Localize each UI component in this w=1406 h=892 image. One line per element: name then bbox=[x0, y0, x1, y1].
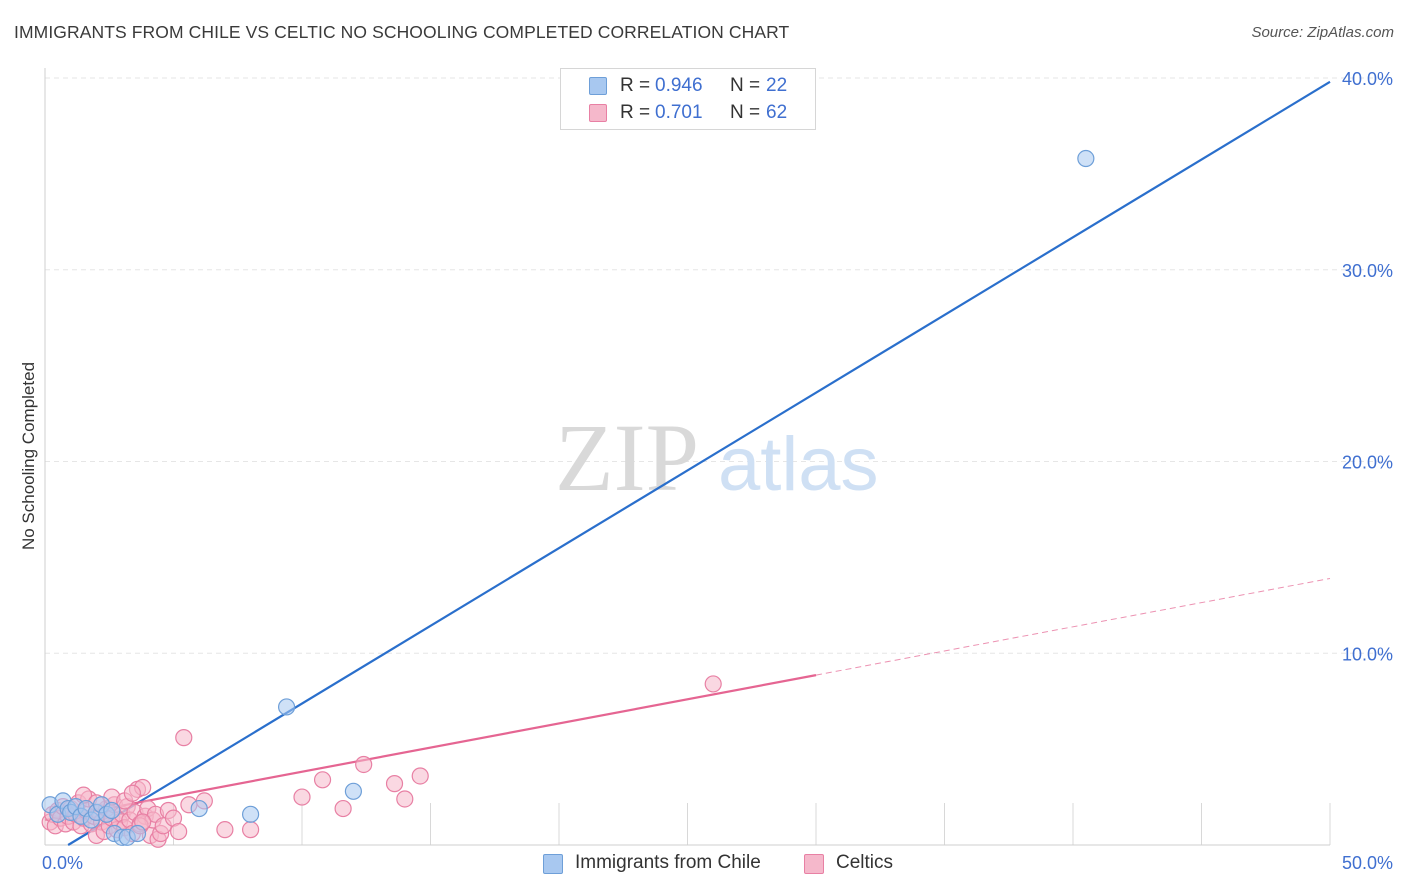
point-celtics bbox=[385, 775, 404, 793]
point-chile bbox=[242, 805, 260, 823]
point-celtics bbox=[293, 788, 311, 806]
point-celtics bbox=[216, 821, 234, 839]
point-celtics bbox=[334, 799, 352, 818]
axes bbox=[44, 68, 1330, 846]
legend-r-label: R = bbox=[620, 102, 651, 123]
point-celtics bbox=[175, 729, 193, 747]
point-celtics bbox=[355, 755, 373, 774]
grid-lines bbox=[44, 77, 1390, 845]
trend-line-dashed bbox=[815, 577, 1331, 676]
x-tick-label-start: 0.0% bbox=[42, 853, 83, 873]
legend-n-label: N = bbox=[730, 102, 761, 123]
point-celtics bbox=[411, 767, 429, 785]
legend-r-value: 0.701 bbox=[655, 102, 703, 123]
point-chile bbox=[344, 782, 362, 800]
tick-labels: 10.0% 20.0% 30.0% 40.0% 0.0% 50.0% bbox=[42, 69, 1393, 873]
y-tick-label: 40.0% bbox=[1342, 69, 1393, 89]
trend-lines bbox=[44, 80, 1331, 846]
x-tick-label-end: 50.0% bbox=[1342, 853, 1393, 873]
legend-row-chile: R = 0.946 N = 22 bbox=[561, 73, 815, 101]
y-tick-label: 30.0% bbox=[1342, 261, 1393, 281]
legend-swatch-blue bbox=[589, 77, 607, 95]
data-points bbox=[41, 149, 1095, 848]
source-credit: Source: ZipAtlas.com bbox=[1251, 24, 1394, 41]
point-chile bbox=[190, 799, 208, 818]
series-swatch-pink bbox=[804, 854, 824, 874]
point-celtics bbox=[313, 771, 332, 789]
y-tick-label: 20.0% bbox=[1342, 453, 1393, 473]
point-chile bbox=[1077, 149, 1095, 168]
point-celtics bbox=[704, 675, 722, 693]
legend-swatch-pink bbox=[589, 104, 607, 122]
series-label-chile: Immigrants from Chile bbox=[575, 852, 761, 873]
legend-n-value: 62 bbox=[766, 102, 788, 123]
stats-legend: R = 0.946 N = 22 R = 0.701 N = 62 bbox=[560, 68, 816, 130]
point-chile bbox=[103, 801, 121, 820]
legend-r-label: R = bbox=[620, 75, 651, 96]
watermark-zip: ZIP bbox=[555, 404, 699, 511]
point-celtics bbox=[242, 821, 260, 839]
y-axis-label: No Schooling Completed bbox=[19, 362, 38, 550]
point-celtics bbox=[396, 790, 414, 808]
series-swatch-blue bbox=[543, 854, 563, 874]
series-label-celtics: Celtics bbox=[836, 852, 894, 873]
legend-r-value: 0.946 bbox=[655, 75, 703, 96]
chart-title: IMMIGRANTS FROM CHILE VS CELTIC NO SCHOO… bbox=[14, 22, 790, 42]
y-tick-label: 10.0% bbox=[1342, 644, 1393, 664]
point-chile bbox=[128, 824, 147, 843]
legend-row-celtics: R = 0.701 N = 62 bbox=[561, 100, 815, 128]
point-chile bbox=[277, 698, 296, 716]
legend-n-label: N = bbox=[730, 75, 761, 96]
legend-n-value: 22 bbox=[766, 75, 788, 96]
trend-line-solid bbox=[67, 80, 1331, 846]
watermark: ZIP atlas bbox=[555, 404, 879, 511]
point-celtics bbox=[170, 822, 188, 841]
watermark-atlas: atlas bbox=[718, 422, 879, 507]
trend-line-solid bbox=[44, 674, 817, 822]
point-celtics bbox=[123, 784, 141, 802]
